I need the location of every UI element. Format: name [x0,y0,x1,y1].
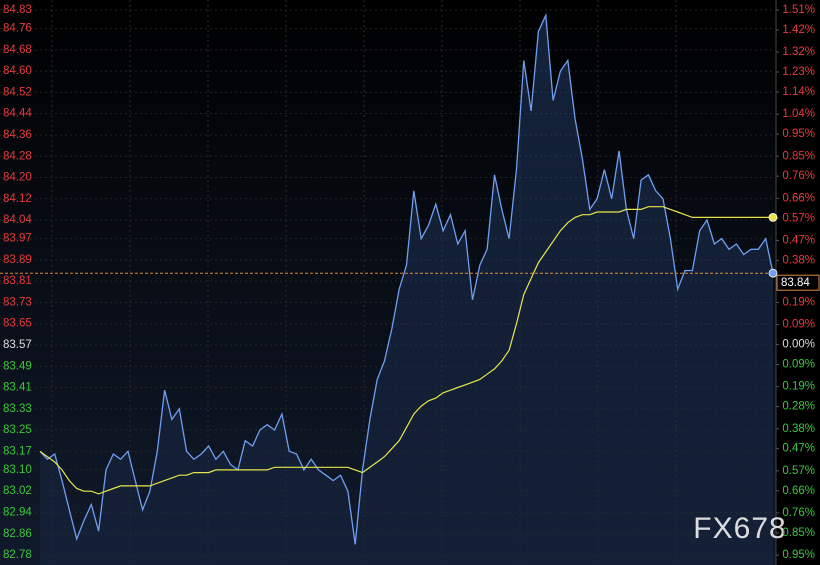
price-end-dot [768,268,778,278]
y2-tick-label: 0.76% [782,507,815,519]
y2-tick-label: 1.42% [782,24,815,36]
last-price-label: 83.84 [781,277,810,289]
y-tick-label: 83.10 [3,464,32,476]
y-tick-label: 83.33 [3,403,32,415]
y2-tick-label: 0.47% [782,443,815,455]
y2-tick-label: 0.47% [782,234,815,246]
y2-tick-label: 0.66% [782,192,815,204]
y2-tick-label: 1.23% [782,66,815,78]
y-tick-label: 84.60 [3,65,32,77]
y2-tick-label: 0.19% [782,381,815,393]
y2-tick-label: 0.57% [782,465,815,477]
y-tick-label: 82.78 [3,549,32,561]
y2-tick-label: 0.85% [782,527,815,539]
y2-tick-label: 0.19% [782,296,815,308]
y-tick-label: 82.94 [3,506,32,518]
y-tick-label: 83.57 [3,339,32,351]
y2-tick-label: 1.32% [782,46,815,58]
y2-tick-label: 0.95% [782,128,815,140]
y-tick-label: 83.17 [3,445,32,457]
y2-tick-label: 1.04% [782,108,815,120]
y-tick-label: 84.12 [3,193,32,205]
y2-tick-label: 0.95% [782,549,815,561]
average-end-dot [768,212,778,222]
y2-tick-label: 0.85% [782,150,815,162]
y-tick-label: 83.81 [3,275,32,287]
average-line [39,206,773,495]
y-tick-label: 83.41 [3,382,32,394]
y2-tick-label: 0.38% [782,423,815,435]
price-line [39,12,774,545]
y-tick-label: 83.73 [3,296,32,308]
y-tick-label: 84.68 [3,44,32,56]
y2-tick-label: 0.57% [782,212,815,224]
y-tick-label: 84.36 [3,129,32,141]
y-tick-label: 83.49 [3,360,32,372]
y2-tick-label: 0.09% [782,359,815,371]
y-tick-label: 83.97 [3,233,32,245]
y-tick-label: 84.52 [3,86,32,98]
y-tick-label: 84.28 [3,150,32,162]
y-tick-label: 84.83 [3,4,32,16]
y-tick-label: 83.25 [3,424,32,436]
y-tick-label: 84.44 [3,108,32,120]
y2-tick-label: 1.14% [782,86,815,98]
y-tick-label: 84.20 [3,172,32,184]
y-tick-label: 83.89 [3,254,32,266]
y2-tick-label: 0.28% [782,401,815,413]
y-tick-label: 83.02 [3,485,32,497]
y2-tick-label: 0.00% [782,339,815,351]
y-tick-label: 84.04 [3,214,32,226]
y-tick-label: 82.86 [3,528,32,540]
watermark: FX678 [693,512,786,545]
y2-tick-label: 1.51% [782,4,815,16]
y2-tick-label: 0.38% [782,254,815,266]
y-tick-label: 84.76 [3,23,32,35]
last-price-box [776,274,820,291]
y-tick-label: 83.65 [3,318,32,330]
y2-tick-label: 0.09% [782,319,815,331]
y2-tick-label: 0.76% [782,170,815,182]
y2-tick-label: 0.66% [782,485,815,497]
price-area [40,15,773,565]
